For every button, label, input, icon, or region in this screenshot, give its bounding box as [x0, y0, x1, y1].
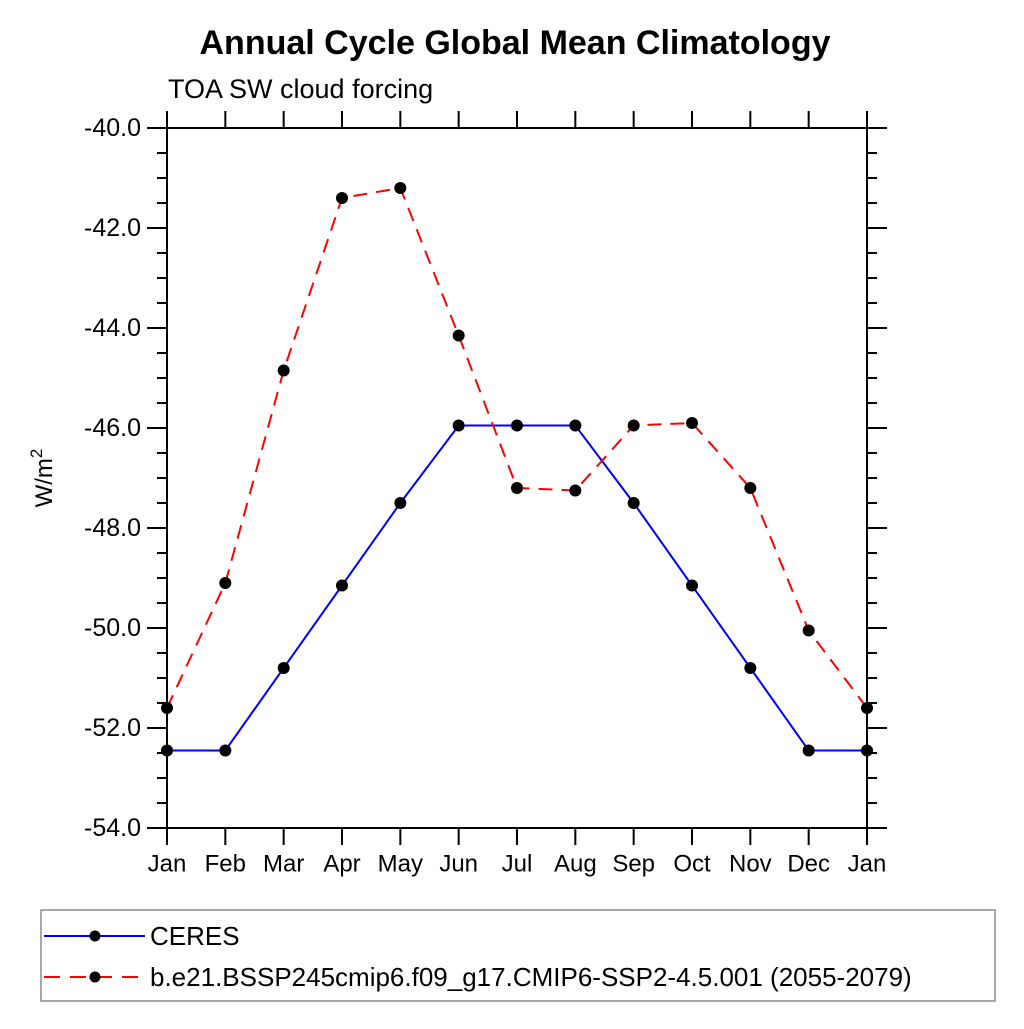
series — [161, 182, 873, 757]
plot-frame — [166, 127, 868, 829]
y-tick-label: -48.0 — [84, 514, 141, 542]
x-tick-label: Dec — [787, 851, 830, 878]
data-point — [277, 364, 290, 377]
data-point — [802, 744, 815, 757]
x-tick-label: Apr — [323, 851, 360, 878]
data-point — [452, 419, 465, 432]
data-point — [161, 702, 173, 714]
x-tick-label: Jul — [502, 851, 533, 878]
data-point — [219, 744, 232, 757]
data-point — [336, 192, 348, 204]
data-point — [686, 579, 698, 592]
series-line — [167, 424, 867, 752]
x-tick-label: Oct — [673, 851, 711, 878]
y-tick-label: -40.0 — [84, 114, 141, 142]
series-observation — [161, 419, 873, 757]
legend-label: CERES — [150, 921, 240, 951]
series-model — [161, 182, 873, 714]
y-tick-label: -52.0 — [84, 714, 141, 742]
x-tick-label: Mar — [263, 851, 304, 878]
x-tick-label: May — [378, 851, 423, 878]
data-point — [277, 662, 290, 674]
series-line — [166, 186, 868, 709]
data-point — [161, 744, 173, 757]
data-point — [627, 497, 640, 509]
x-tick-label: Jan — [848, 851, 887, 878]
x-tick-label: Aug — [554, 851, 597, 878]
data-point — [452, 329, 465, 342]
legend-label: b.e21.BSSP245cmip6.f09_g17.CMIP6-SSP2-4.… — [150, 962, 912, 992]
data-point — [861, 702, 873, 714]
chart-title: Annual Cycle Global Mean Climatology — [200, 24, 831, 62]
data-point — [686, 417, 698, 429]
x-tick-label: Feb — [205, 851, 246, 878]
legend-marker — [89, 971, 101, 983]
legend: CERES b.e21.BSSP245cmip6.f09_g17.CMIP6-SS… — [40, 909, 996, 1002]
data-point — [219, 577, 232, 589]
y-axis-title: W/m2 — [27, 449, 58, 508]
data-point — [336, 579, 348, 592]
legend-box — [40, 909, 996, 1002]
y-tick-label: -54.0 — [84, 814, 141, 842]
data-point — [511, 482, 523, 494]
y-tick-label: -46.0 — [84, 414, 141, 442]
y-tick-label: -50.0 — [84, 614, 141, 642]
x-tick-label: Nov — [729, 851, 772, 878]
data-point — [511, 419, 523, 432]
data-point — [394, 182, 407, 194]
data-point — [569, 419, 582, 432]
data-point — [802, 624, 815, 637]
data-point — [861, 744, 873, 757]
x-tick-label: Jan — [148, 851, 187, 878]
data-point — [744, 662, 757, 674]
data-point — [627, 419, 640, 432]
data-point — [744, 482, 757, 494]
y-tick-label: -42.0 — [84, 214, 141, 242]
data-point — [569, 484, 582, 497]
legend-marker — [89, 930, 101, 942]
chart-subtitle: TOA SW cloud forcing — [168, 74, 433, 104]
x-tick-label: Sep — [612, 851, 655, 878]
data-point — [394, 497, 407, 509]
y-tick-label: -44.0 — [84, 314, 141, 342]
x-tick-label: Jun — [439, 851, 478, 878]
axes: -40.0 -42.0 -44.0 -46.0 -48.0 -50.0 -52.0 -54.0… — [84, 111, 887, 878]
